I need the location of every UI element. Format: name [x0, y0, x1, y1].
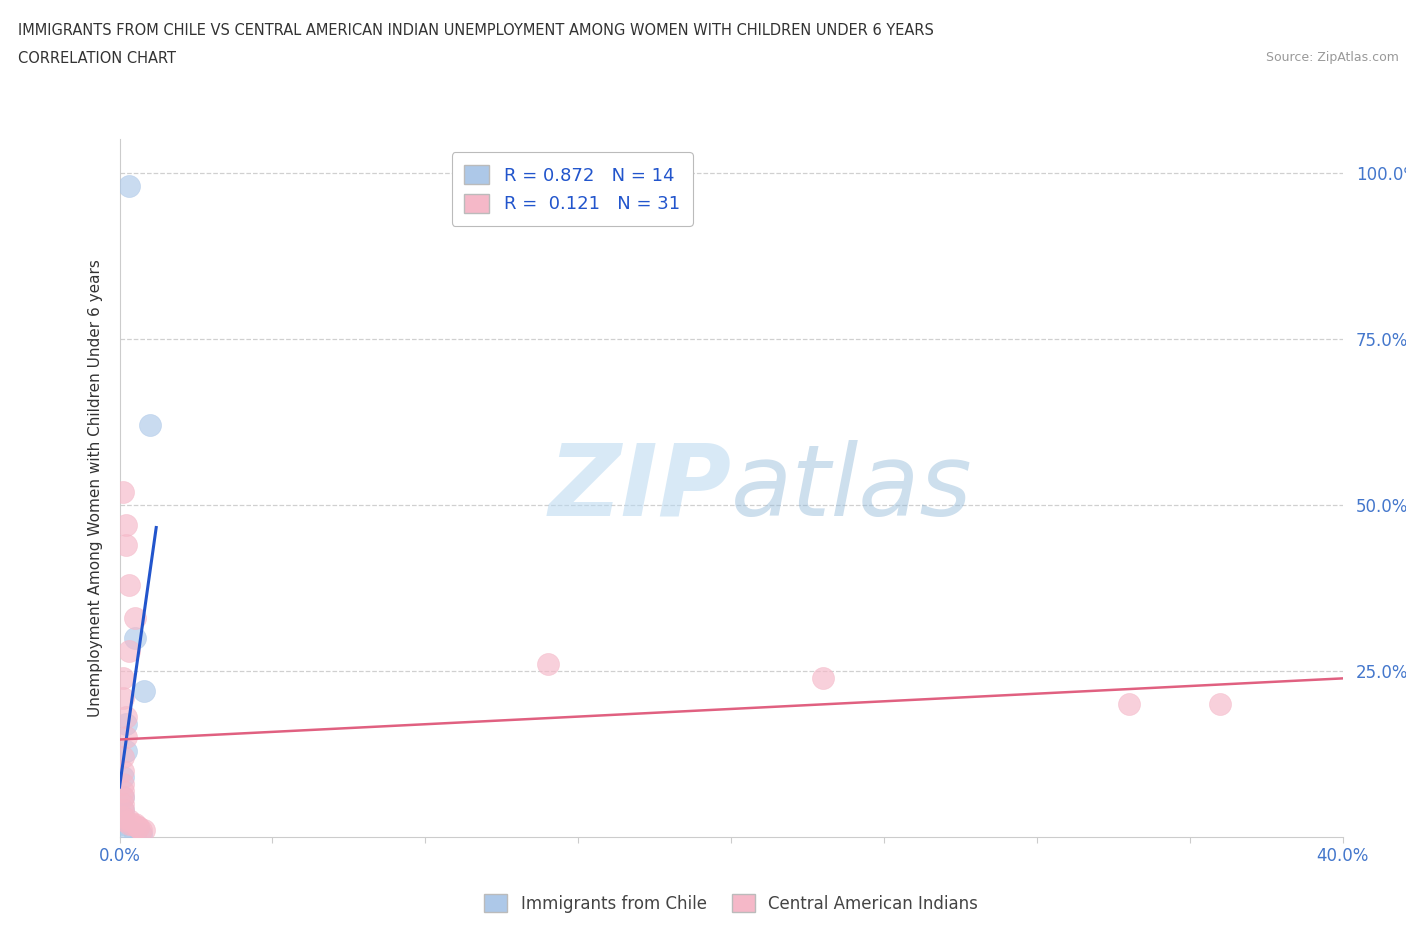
- Text: Source: ZipAtlas.com: Source: ZipAtlas.com: [1265, 51, 1399, 64]
- Point: [114, 743, 136, 758]
- Text: CORRELATION CHART: CORRELATION CHART: [18, 51, 176, 66]
- Point: [118, 644, 141, 658]
- Text: atlas: atlas: [731, 440, 973, 537]
- Point: [111, 810, 134, 825]
- Point: [132, 823, 155, 838]
- Point: [111, 790, 134, 804]
- Point: [121, 817, 143, 831]
- Point: [124, 610, 146, 625]
- Point: [118, 817, 141, 831]
- Point: [111, 803, 134, 817]
- Point: [111, 817, 134, 831]
- Point: [139, 418, 162, 432]
- Point: [127, 819, 149, 834]
- Point: [124, 817, 146, 831]
- Point: [537, 657, 560, 671]
- Point: [114, 710, 136, 724]
- Point: [118, 823, 141, 838]
- Point: [111, 810, 134, 825]
- Point: [111, 783, 134, 798]
- Point: [129, 826, 152, 841]
- Point: [118, 813, 141, 828]
- Point: [111, 770, 134, 785]
- Point: [114, 730, 136, 745]
- Point: [111, 485, 134, 499]
- Point: [111, 690, 134, 705]
- Point: [114, 517, 136, 532]
- Point: [129, 823, 152, 838]
- Point: [132, 684, 155, 698]
- Text: IMMIGRANTS FROM CHILE VS CENTRAL AMERICAN INDIAN UNEMPLOYMENT AMONG WOMEN WITH C: IMMIGRANTS FROM CHILE VS CENTRAL AMERICA…: [18, 23, 934, 38]
- Point: [111, 777, 134, 791]
- Point: [111, 764, 134, 778]
- Y-axis label: Unemployment Among Women with Children Under 6 years: Unemployment Among Women with Children U…: [87, 259, 103, 717]
- Point: [111, 750, 134, 764]
- Point: [114, 717, 136, 732]
- Text: ZIP: ZIP: [548, 440, 731, 537]
- Point: [111, 796, 134, 811]
- Point: [111, 803, 134, 817]
- Legend: Immigrants from Chile, Central American Indians: Immigrants from Chile, Central American …: [478, 887, 984, 920]
- Point: [124, 631, 146, 645]
- Point: [124, 826, 146, 841]
- Point: [1118, 697, 1140, 711]
- Point: [111, 790, 134, 804]
- Point: [118, 179, 141, 193]
- Point: [1209, 697, 1232, 711]
- Point: [114, 538, 136, 552]
- Point: [127, 819, 149, 834]
- Point: [811, 671, 834, 685]
- Point: [118, 578, 141, 592]
- Point: [111, 813, 134, 828]
- Point: [111, 671, 134, 685]
